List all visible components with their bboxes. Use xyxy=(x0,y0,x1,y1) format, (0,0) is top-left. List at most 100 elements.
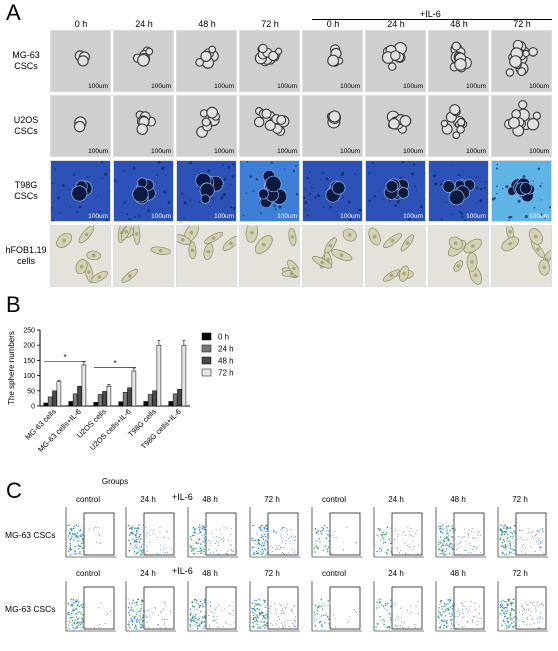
gate-box xyxy=(83,512,115,556)
bar xyxy=(127,387,132,407)
bar xyxy=(68,401,73,407)
y-tick-label: 200 xyxy=(23,343,35,350)
bar xyxy=(102,391,107,407)
panel-a-time-label: 48 h xyxy=(198,19,216,29)
micrograph-tile: 100um xyxy=(428,95,489,157)
legend-swatch xyxy=(201,368,212,377)
bar xyxy=(147,394,153,407)
micrograph-tile xyxy=(176,225,237,287)
flow-plot-label: control xyxy=(75,569,100,578)
flow-plot-label: 24 h xyxy=(140,569,156,578)
category-label: MG-63 cells+IL-6 xyxy=(36,407,83,454)
scale-bar-label: 100um xyxy=(151,83,171,90)
flow-cytometry-plot xyxy=(430,505,487,561)
scale-bar-label: 100um xyxy=(403,148,423,155)
flow-cytometry-plot xyxy=(244,579,301,635)
x-axis-label: Groups xyxy=(102,477,128,486)
micrograph-tile: 100um xyxy=(176,160,237,222)
gate-box xyxy=(205,586,237,630)
bar xyxy=(43,402,48,407)
micrograph-tile: 100um xyxy=(113,95,174,157)
scale-bar-label: 100um xyxy=(88,213,108,220)
panel-c-il6-label-row1: +IL-6 xyxy=(172,492,193,502)
scale-bar-label: 100um xyxy=(529,83,549,90)
bar xyxy=(177,389,182,407)
flow-plot-label: 72 h xyxy=(512,569,528,578)
micrograph-tile: 100um xyxy=(491,160,552,222)
flow-plot-label: control xyxy=(75,495,100,504)
flow-plot-label: control xyxy=(321,495,346,504)
gate-box xyxy=(83,586,115,630)
gate-box xyxy=(143,586,175,630)
flow-cytometry-plot xyxy=(368,505,425,561)
panel-a-letter: A xyxy=(6,0,21,25)
bar xyxy=(52,390,57,407)
flow-cytometry-plot xyxy=(182,579,239,635)
bar xyxy=(131,370,137,407)
panel-a-time-label: 24 h xyxy=(387,19,405,29)
il6-divider-line xyxy=(312,19,552,20)
scale-bar-label: 100um xyxy=(277,148,297,155)
y-tick-label: 0 xyxy=(31,404,35,411)
legend-swatch xyxy=(201,332,212,341)
micrograph-tile: 100um xyxy=(50,30,111,92)
gate-box xyxy=(329,512,361,556)
y-tick-label: 250 xyxy=(23,328,35,335)
flow-plot-label: 48 h xyxy=(450,495,466,504)
panel-c-row2-label: MG-63 CSCs xyxy=(5,604,56,614)
row-label-line1: U2OS xyxy=(13,115,39,125)
gate-box xyxy=(205,512,237,556)
micrograph-tile: 100um xyxy=(491,95,552,157)
panel-a-time-label: 72 h xyxy=(513,19,531,29)
bar xyxy=(56,381,62,407)
scale-bar-label: 100um xyxy=(403,83,423,90)
bar xyxy=(143,401,148,407)
bar xyxy=(181,344,187,407)
scale-bar-label: 100um xyxy=(529,148,549,155)
row-label-line2: CSCs xyxy=(14,191,38,201)
scale-bar-label: 100um xyxy=(529,213,549,220)
panel-a-row-label: hFOB1.19 cells xyxy=(4,245,48,267)
panel-a-time-label: 24 h xyxy=(135,19,153,29)
flow-cytometry-plot xyxy=(492,505,549,561)
micrograph-tile: 100um xyxy=(302,30,363,92)
row-label-line2: cells xyxy=(16,256,35,266)
micrograph-tile: 100um xyxy=(239,160,300,222)
panel-b-letter: B xyxy=(6,292,21,317)
row-label-line2: CSCs xyxy=(14,61,38,71)
gate-box xyxy=(391,512,423,556)
flow-cytometry-plot xyxy=(492,579,549,635)
flow-plot-label: 48 h xyxy=(202,569,218,578)
bar xyxy=(47,396,53,407)
flow-plot-label: 48 h xyxy=(202,495,218,504)
gate-box xyxy=(515,512,547,556)
micrograph-tile: 100um xyxy=(302,95,363,157)
row-label-line1: T98G xyxy=(14,180,38,190)
bar xyxy=(97,394,103,407)
scale-bar-label: 100um xyxy=(88,83,108,90)
micrograph-tile: 100um xyxy=(113,160,174,222)
bar xyxy=(77,385,82,407)
bar xyxy=(93,402,98,407)
scale-bar-label: 100um xyxy=(151,148,171,155)
micrograph-tile: 100um xyxy=(50,160,111,222)
micrograph-tile: 100um xyxy=(365,30,426,92)
flow-cytometry-plot xyxy=(120,505,177,561)
gate-box xyxy=(267,586,299,630)
scale-bar-label: 100um xyxy=(214,213,234,220)
scale-bar-label: 100um xyxy=(403,213,423,220)
flow-cytometry-plot xyxy=(306,579,363,635)
flow-plot-label: 72 h xyxy=(512,495,528,504)
bar xyxy=(118,401,123,407)
panel-a-row-label: T98G CSCs xyxy=(4,180,48,202)
bar xyxy=(172,393,178,407)
panel-a-time-label: 0 h xyxy=(74,19,88,29)
flow-cytometry-plot xyxy=(306,505,363,561)
gate-box xyxy=(329,586,361,630)
flow-cytometry-plot xyxy=(60,579,117,635)
flow-cytometry-plot xyxy=(182,505,239,561)
bar xyxy=(72,393,78,407)
gate-box xyxy=(453,586,485,630)
micrograph-tile: 100um xyxy=(428,30,489,92)
flow-plot-label: 72 h xyxy=(264,495,280,504)
